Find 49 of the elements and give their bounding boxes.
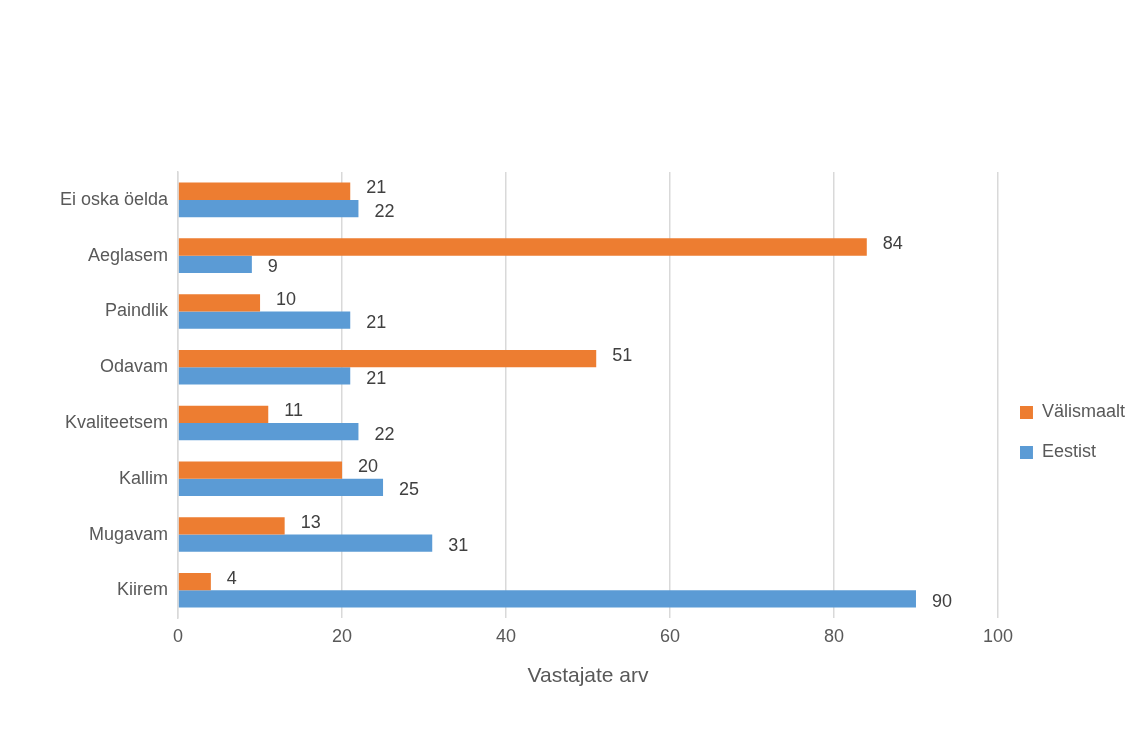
x-tick-label: 100 xyxy=(982,625,1013,646)
x-tick-label: 0 xyxy=(173,625,184,646)
bar xyxy=(178,534,433,552)
bar xyxy=(178,199,359,218)
x-tick-label: 60 xyxy=(659,625,681,646)
bar xyxy=(178,461,343,479)
data-label: 31 xyxy=(448,535,469,556)
data-label: 4 xyxy=(226,567,237,588)
y-tick-label: Odavam xyxy=(100,356,169,377)
bar xyxy=(178,349,597,368)
y-tick-label: Kallim xyxy=(119,467,169,488)
x-tick-label: 20 xyxy=(332,625,353,646)
x-tick-label: 40 xyxy=(496,625,517,646)
legend-label: Eestist xyxy=(1041,441,1096,462)
data-label: 21 xyxy=(366,177,387,198)
bar xyxy=(178,182,351,200)
data-label: 10 xyxy=(276,288,297,309)
bar xyxy=(178,294,261,312)
x-axis-title: Vastajate arv xyxy=(527,663,650,687)
data-label: 22 xyxy=(374,423,395,444)
bar xyxy=(178,478,384,497)
y-tick-label: Paindlik xyxy=(105,300,170,321)
x-tick-label: 80 xyxy=(823,625,845,646)
bar xyxy=(178,422,359,441)
data-label: 13 xyxy=(300,511,321,532)
bar xyxy=(178,367,351,385)
bar xyxy=(178,311,351,329)
y-tick-label: Mugavam xyxy=(89,523,169,544)
legend-label: Välismaalt xyxy=(1041,401,1125,422)
data-label: 9 xyxy=(267,256,278,277)
data-label: 84 xyxy=(882,232,903,253)
data-label: 25 xyxy=(399,479,420,500)
bar xyxy=(178,590,916,608)
bar xyxy=(178,517,285,535)
bar xyxy=(178,573,211,591)
bar xyxy=(178,238,867,256)
y-tick-label: Aeglasem xyxy=(88,244,169,265)
data-label: 21 xyxy=(366,367,387,388)
data-label: 21 xyxy=(366,312,387,333)
data-label: 20 xyxy=(358,456,379,477)
data-label: 51 xyxy=(612,344,633,365)
data-label: 22 xyxy=(374,200,395,221)
y-tick-label: Kiirem xyxy=(117,579,169,600)
data-label: 11 xyxy=(284,400,303,421)
bar xyxy=(178,255,252,273)
y-tick-label: Kvaliteetsem xyxy=(65,411,169,432)
bar xyxy=(178,405,269,423)
data-label: 90 xyxy=(931,590,953,611)
y-tick-label: Ei oska öelda xyxy=(59,188,170,209)
